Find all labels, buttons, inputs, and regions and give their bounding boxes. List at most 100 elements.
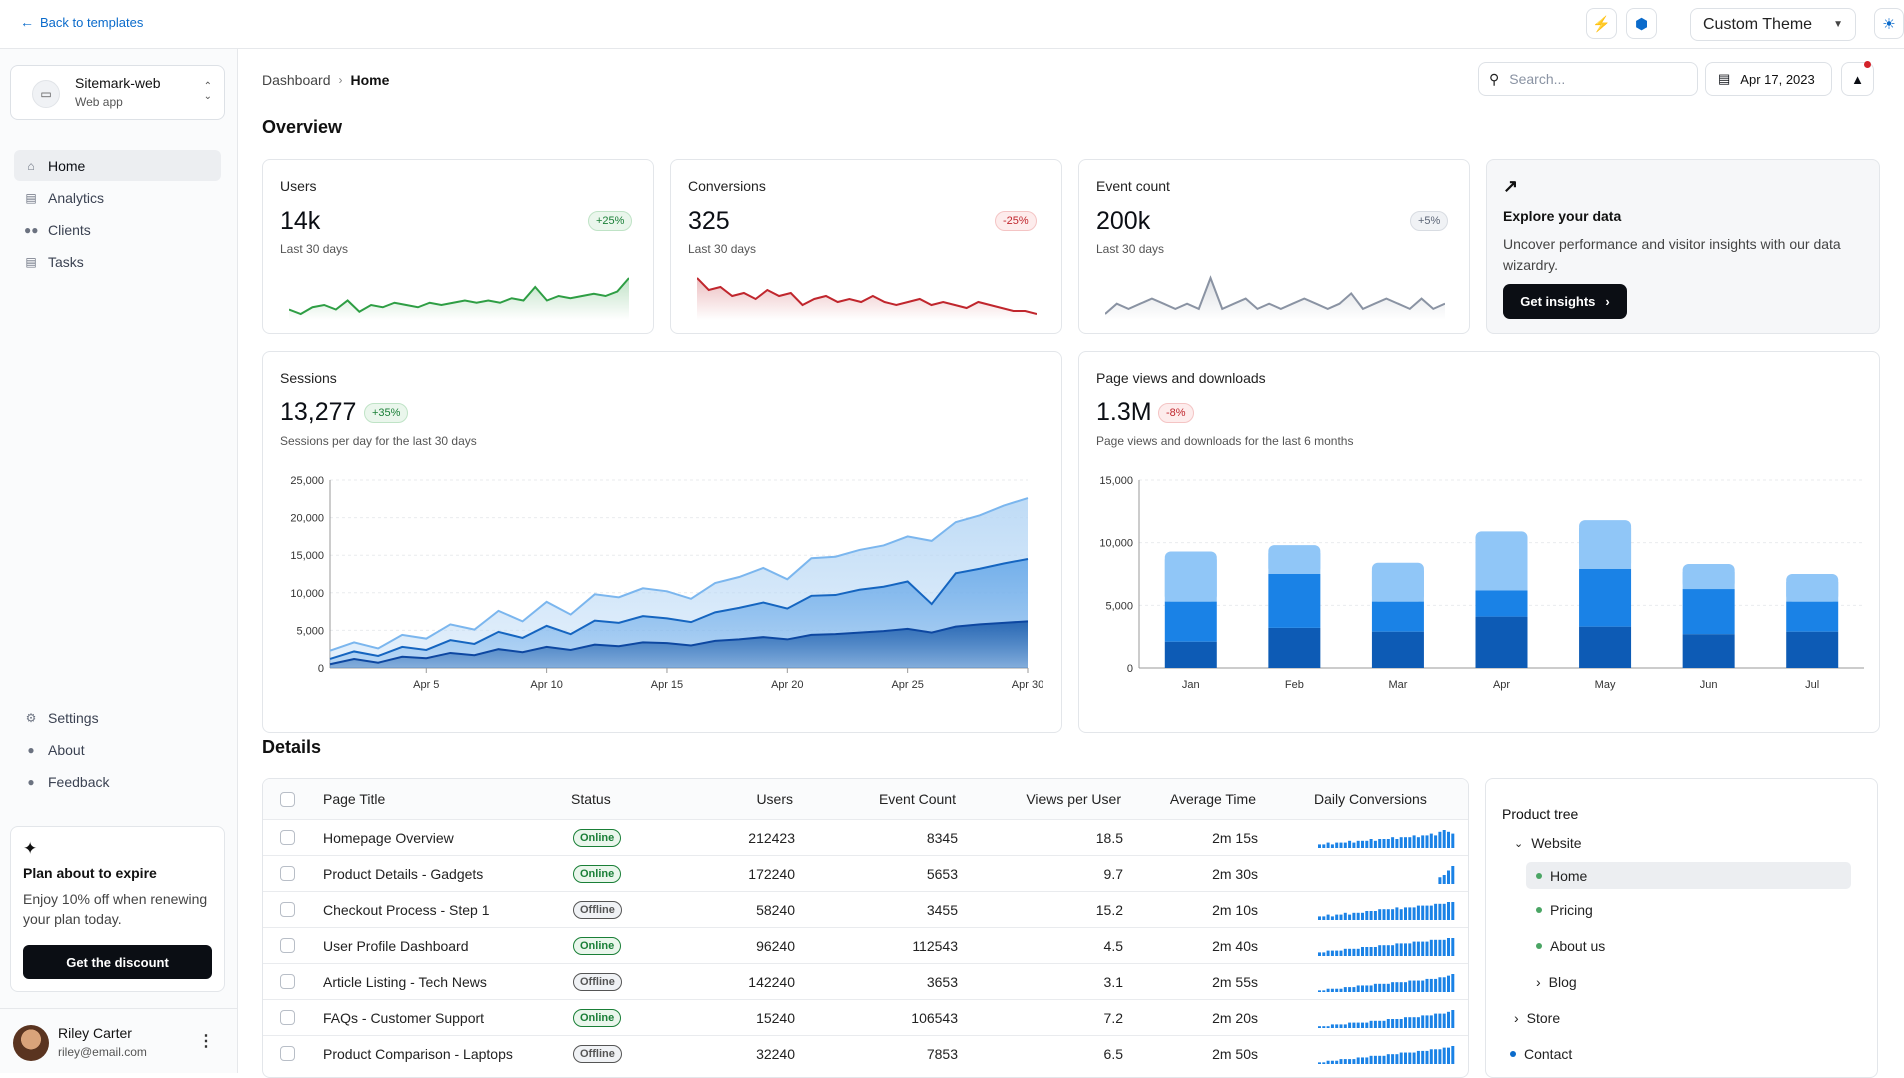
tree-item-home[interactable]: Home	[1526, 862, 1851, 889]
breadcrumb-dashboard[interactable]: Dashboard	[262, 72, 331, 88]
table-row[interactable]: User Profile Dashboard Online 96240 112543 4…	[263, 927, 1468, 963]
table-row[interactable]: Product Comparison - Laptops Offline 32240…	[263, 1035, 1468, 1071]
nav-item-settings[interactable]: ⚙ Settings	[14, 702, 221, 733]
back-label: Back to templates	[40, 14, 144, 30]
spark-bar	[1361, 840, 1364, 848]
nav-item-feedback[interactable]: ● Feedback	[14, 766, 221, 797]
stat-value: 325	[688, 207, 730, 235]
spark-bar	[1386, 983, 1390, 992]
notifications-button[interactable]: ▲	[1841, 61, 1874, 96]
spark-bar	[1365, 840, 1369, 848]
tree-title: Product tree	[1502, 806, 1579, 822]
spark-bar	[1361, 985, 1364, 992]
bar-segment	[1371, 601, 1424, 632]
theme-select[interactable]: Custom Theme ▼	[1690, 8, 1856, 41]
table-row[interactable]: FAQs - Customer Support Online 15240 106543…	[263, 999, 1468, 1035]
spark-bar	[1343, 1024, 1347, 1028]
column-header[interactable]: Daily Conversions	[1314, 791, 1427, 807]
column-header[interactable]: Status	[571, 791, 611, 807]
get-insights-button[interactable]: Get insights ›	[1503, 284, 1627, 319]
x-tick-label: Jul	[1805, 679, 1819, 691]
more-options-icon[interactable]: ⋮	[198, 1033, 214, 1050]
search-input[interactable]: ⚲ Search...	[1478, 62, 1698, 96]
nav-item-about[interactable]: ● About	[14, 734, 221, 765]
bar-segment	[1268, 574, 1321, 628]
row-checkbox[interactable]	[280, 892, 295, 927]
table-row[interactable]: Article Listing - Tech News Offline 142240…	[263, 963, 1468, 999]
nav-item-home[interactable]: ⌂ Home	[14, 150, 221, 181]
get-discount-button[interactable]: Get the discount	[23, 945, 212, 979]
tree-item-about-us[interactable]: About us	[1536, 934, 1605, 958]
y-tick-label: 0	[318, 663, 324, 675]
sparkline	[289, 277, 629, 320]
tasks-icon: ▤	[25, 254, 37, 269]
spark-bar	[1412, 941, 1416, 956]
pageviews-value: 1.3M	[1096, 398, 1152, 426]
tree-item-contact[interactable]: Contact	[1510, 1042, 1572, 1066]
spark-bar	[1447, 1047, 1450, 1064]
spark-bar	[1442, 830, 1446, 848]
spark-bar	[1378, 1020, 1382, 1028]
tree-item-store[interactable]: › Store	[1514, 1006, 1560, 1030]
spark-bar	[1442, 1047, 1446, 1064]
tree-item-blog[interactable]: › Blog	[1536, 970, 1577, 994]
pageviews-title: Page views and downloads	[1096, 370, 1266, 386]
color-mode-button[interactable]: ☀	[1874, 8, 1904, 39]
select-all-checkbox[interactable]	[280, 779, 295, 819]
nav-item-clients[interactable]: ●● Clients	[14, 214, 221, 245]
table-row[interactable]: Homepage Overview Online 212423 8345 18.5 2m …	[263, 819, 1468, 855]
spark-bar	[1386, 1019, 1390, 1028]
spark-bar	[1335, 842, 1339, 848]
tree-item-website[interactable]: ⌄ Website	[1514, 831, 1582, 855]
spark-bar	[1429, 1049, 1433, 1064]
average-time-cell: 2m 15s	[1212, 829, 1258, 846]
nav-item-analytics[interactable]: ▤ Analytics	[14, 182, 221, 213]
column-header[interactable]: Average Time	[1169, 791, 1256, 807]
table-row[interactable]: Checkout Process - Step 1 Offline 58240 345…	[263, 891, 1468, 927]
row-checkbox[interactable]	[280, 964, 295, 999]
spark-bar	[1356, 948, 1360, 956]
nav-item-tasks[interactable]: ▤ Tasks	[14, 246, 221, 277]
daily-conversions-sparkbar	[1318, 1010, 1455, 1028]
bolt-button[interactable]: ⚡	[1586, 8, 1617, 39]
tree-item-pricing[interactable]: Pricing	[1536, 898, 1593, 922]
x-tick-label: Feb	[1285, 679, 1304, 691]
cube-icon: ⬢	[1634, 15, 1649, 33]
column-header[interactable]: Users	[756, 791, 793, 807]
column-header[interactable]: Page Title	[323, 791, 386, 807]
spark-bar	[1335, 988, 1339, 992]
spark-bar	[1386, 945, 1390, 956]
column-header[interactable]: Event Count	[878, 791, 956, 807]
status-badge: Online	[573, 936, 622, 955]
date-picker[interactable]: ▤ Apr 17, 2023	[1705, 62, 1832, 96]
stat-card-users: Users 14k +25% Last 30 days	[262, 159, 654, 334]
help-icon: ●	[27, 774, 35, 789]
nav-label: Analytics	[48, 189, 105, 206]
column-header[interactable]: Views per User	[1026, 791, 1121, 807]
bar-segment	[1579, 568, 1632, 627]
nav-label: Home	[48, 157, 86, 174]
spark-bar	[1425, 835, 1429, 848]
cube-button[interactable]: ⬢	[1626, 8, 1657, 39]
nav-label: Settings	[48, 709, 99, 726]
bar-segment-fill	[1786, 582, 1839, 602]
spark-bar	[1356, 840, 1360, 848]
x-tick-label: Jun	[1700, 679, 1718, 691]
row-checkbox[interactable]	[280, 928, 295, 963]
row-checkbox[interactable]	[280, 856, 295, 891]
table-row[interactable]: Product Details - Gadgets Online 172240 565…	[263, 855, 1468, 891]
series-line	[329, 497, 1029, 652]
status-cell: Offline	[573, 1036, 622, 1071]
back-to-templates-link[interactable]: ← Back to templates	[20, 14, 143, 30]
site-selector[interactable]: ▭ Sitemark-web Web app ⌃ ⌄	[10, 65, 225, 120]
pageviews-sub: Page views and downloads for the last 6 …	[1096, 434, 1354, 448]
spark-bar	[1399, 909, 1403, 920]
spark-bar	[1447, 831, 1450, 848]
row-checkbox[interactable]	[280, 820, 295, 855]
bullet-icon	[1510, 1051, 1516, 1057]
row-checkbox[interactable]	[280, 1036, 295, 1071]
x-tick-label: Apr	[1493, 679, 1510, 691]
row-checkbox[interactable]	[280, 1000, 295, 1035]
spark-bar	[1395, 1054, 1399, 1064]
stat-sub: Last 30 days	[1096, 242, 1165, 256]
